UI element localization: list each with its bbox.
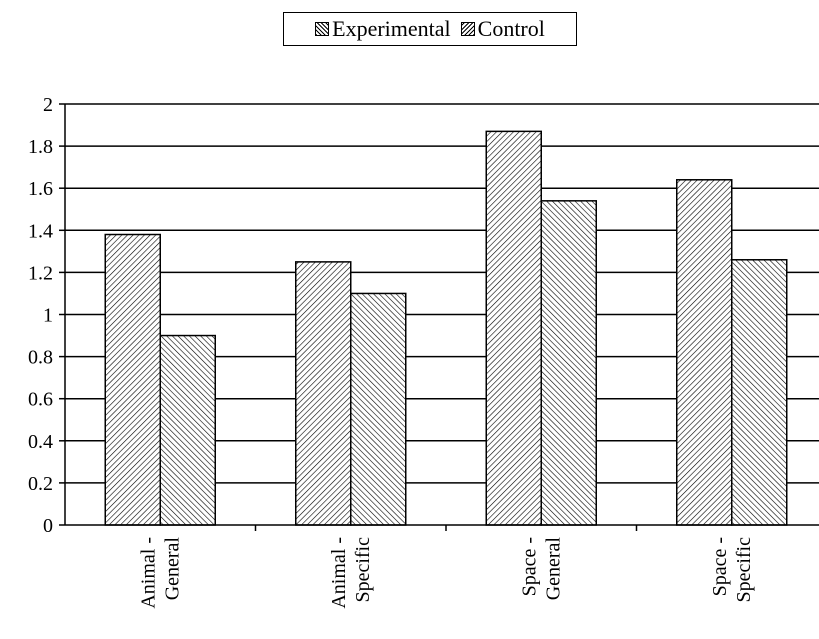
y-tick-label: 1 [43, 305, 53, 327]
bar-control-2 [540, 200, 597, 526]
bar-experimental-3 [676, 179, 733, 526]
y-tick-label: 0.8 [28, 347, 53, 369]
bar-experimental-0 [104, 233, 161, 526]
x-category-label: Specific [352, 537, 374, 603]
y-tick-label: 0 [43, 515, 53, 537]
legend-label-control: Control [477, 16, 545, 41]
x-category-label: General [161, 537, 183, 601]
y-tick-label: 1.2 [28, 262, 53, 284]
y-tick-label: 1.8 [28, 136, 53, 158]
bar-control-1 [350, 292, 407, 526]
bar-control-0 [159, 334, 216, 526]
legend-label-experimental: Experimental [332, 16, 451, 41]
y-tick-label: 1.6 [28, 178, 53, 200]
chart-legend: Experimental Control [283, 12, 577, 46]
y-tick-label: 0.6 [28, 389, 53, 411]
legend-item-control: Control [460, 16, 545, 42]
x-category-label: Space - [709, 537, 731, 596]
x-category-label: General [542, 537, 564, 601]
legend-swatch-experimental [315, 22, 330, 36]
y-tick-label: 2 [43, 94, 53, 116]
legend-item-experimental: Experimental [315, 16, 451, 42]
legend-swatch-control [460, 22, 475, 36]
bar-control-3 [731, 259, 788, 526]
bar-experimental-2 [485, 130, 542, 526]
y-tick-label: 0.2 [28, 473, 53, 495]
y-tick-label: 0.4 [28, 431, 53, 453]
x-category-label: Space - [518, 537, 540, 596]
x-category-label: Animal - [137, 537, 159, 609]
y-tick-label: 1.4 [28, 220, 53, 242]
bar-experimental-1 [295, 261, 352, 526]
x-category-label: Animal - [328, 537, 350, 609]
bars [104, 130, 788, 526]
x-category-label: Specific [733, 537, 755, 603]
